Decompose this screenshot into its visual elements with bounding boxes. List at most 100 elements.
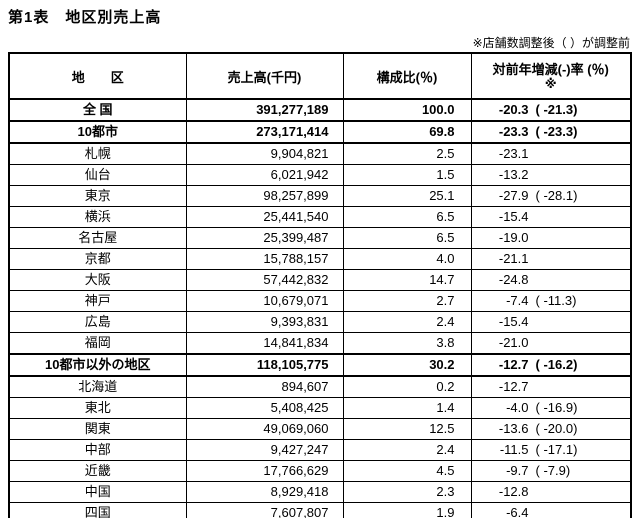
change-value: -12.7	[498, 357, 529, 372]
change-value: -13.2	[498, 167, 529, 182]
col-header-region: 地 区	[8, 52, 187, 100]
change-cell: -13.6 ( -20.0)	[470, 418, 632, 440]
table-row: 東京 98,257,899 25.1 -27.9 ( -28.1)	[8, 185, 632, 207]
share-cell: 4.5	[342, 460, 472, 482]
change-value: -12.7	[498, 379, 529, 394]
change-cell: -24.8	[470, 269, 632, 291]
region-cell: 仙台	[8, 164, 187, 186]
sales-cell: 273,171,414	[185, 120, 344, 144]
change-paren-value: ( -11.3)	[535, 293, 577, 308]
region-cell: 神戸	[8, 290, 187, 312]
col-header-change-label: 対前年増減(-)率 (％)	[492, 61, 609, 77]
table-row: 関東 49,069,060 12.5 -13.6 ( -20.0)	[8, 418, 632, 440]
table-row: 全 国 391,277,189 100.0 -20.3 ( -21.3)	[8, 98, 632, 122]
region-cell: 広島	[8, 311, 187, 333]
region-cell: 関東	[8, 418, 187, 440]
col-header-change-footnote-mark: ※	[544, 76, 557, 91]
sales-cell: 6,021,942	[185, 164, 344, 186]
region-cell: 福岡	[8, 332, 187, 355]
share-cell: 2.4	[342, 311, 472, 333]
region-cell: 北海道	[8, 375, 187, 398]
sales-cell: 25,441,540	[185, 206, 344, 228]
change-cell: -21.1	[470, 248, 632, 270]
share-cell: 6.5	[342, 206, 472, 228]
change-value: -15.4	[498, 314, 529, 329]
table-row: 神戸 10,679,071 2.7 -7.4 ( -11.3)	[8, 290, 632, 312]
change-value: -4.0	[506, 400, 529, 415]
change-cell: -20.3 ( -21.3)	[470, 98, 632, 122]
share-cell: 1.9	[342, 502, 472, 518]
sales-cell: 15,788,157	[185, 248, 344, 270]
sales-cell: 98,257,899	[185, 185, 344, 207]
col-header-sales: 売上高(千円)	[185, 52, 344, 100]
change-paren-value: ( -7.9)	[535, 463, 571, 478]
table-row: 10都市以外の地区 118,105,775 30.2 -12.7 ( -16.2)	[8, 353, 632, 377]
change-value: -20.3	[498, 102, 529, 117]
share-cell: 6.5	[342, 227, 472, 249]
change-value: -19.0	[498, 230, 529, 245]
table-row: 近畿 17,766,629 4.5 -9.7 ( -7.9)	[8, 460, 632, 482]
sales-by-region-table: 地 区 売上高(千円) 構成比(％) 対前年増減(-)率 (％) ※ 全 国 3…	[8, 52, 632, 518]
change-cell: -9.7 ( -7.9)	[470, 460, 632, 482]
sales-cell: 49,069,060	[185, 418, 344, 440]
region-cell: 全 国	[8, 98, 187, 122]
table-row: 大阪 57,442,832 14.7 -24.8	[8, 269, 632, 291]
adjustment-note: ※店舗数調整後（ ）が調整前	[472, 36, 630, 50]
table-row: 仙台 6,021,942 1.5 -13.2	[8, 164, 632, 186]
share-cell: 2.5	[342, 142, 472, 165]
region-cell: 名古屋	[8, 227, 187, 249]
table-row: 広島 9,393,831 2.4 -15.4	[8, 311, 632, 333]
region-cell: 四国	[8, 502, 187, 518]
share-cell: 2.7	[342, 290, 472, 312]
table-row: 東北 5,408,425 1.4 -4.0 ( -16.9)	[8, 397, 632, 419]
change-paren-value: ( -17.1)	[535, 442, 578, 457]
change-cell: -23.1	[470, 142, 632, 165]
page-title: 第1表 地区別売上高	[8, 9, 162, 26]
sales-cell: 391,277,189	[185, 98, 344, 122]
region-cell: 中部	[8, 439, 187, 461]
sales-cell: 57,442,832	[185, 269, 344, 291]
sales-cell: 8,929,418	[185, 481, 344, 503]
region-cell: 京都	[8, 248, 187, 270]
sales-cell: 14,841,834	[185, 332, 344, 355]
change-cell: -12.8	[470, 481, 632, 503]
sales-cell: 9,427,247	[185, 439, 344, 461]
change-value: -9.7	[506, 463, 529, 478]
region-cell: 10都市以外の地区	[8, 353, 187, 377]
region-cell: 中国	[8, 481, 187, 503]
col-header-share: 構成比(％)	[342, 52, 472, 100]
share-cell: 1.4	[342, 397, 472, 419]
change-cell: -6.4	[470, 502, 632, 518]
change-cell: -12.7 ( -16.2)	[470, 353, 632, 377]
change-cell: -4.0 ( -16.9)	[470, 397, 632, 419]
share-cell: 12.5	[342, 418, 472, 440]
table-row: 北海道 894,607 0.2 -12.7	[8, 375, 632, 398]
share-cell: 0.2	[342, 375, 472, 398]
header-row: 地 区 売上高(千円) 構成比(％) 対前年増減(-)率 (％) ※	[8, 52, 632, 100]
table-row: 中部 9,427,247 2.4 -11.5 ( -17.1)	[8, 439, 632, 461]
table-body: 全 国 391,277,189 100.0 -20.3 ( -21.3) 10都市…	[8, 98, 632, 518]
change-cell: -23.3 ( -23.3)	[470, 120, 632, 144]
share-cell: 3.8	[342, 332, 472, 355]
change-cell: -19.0	[470, 227, 632, 249]
change-value: -7.4	[506, 293, 529, 308]
table-row: 京都 15,788,157 4.0 -21.1	[8, 248, 632, 270]
region-cell: 横浜	[8, 206, 187, 228]
sales-cell: 5,408,425	[185, 397, 344, 419]
sales-cell: 17,766,629	[185, 460, 344, 482]
change-paren-value: ( -23.3)	[535, 124, 578, 139]
change-cell: -15.4	[470, 206, 632, 228]
sales-cell: 10,679,071	[185, 290, 344, 312]
share-cell: 2.4	[342, 439, 472, 461]
change-paren-value: ( -16.9)	[535, 400, 578, 415]
table-row: 四国 7,607,807 1.9 -6.4	[8, 502, 632, 518]
change-value: -23.3	[498, 124, 529, 139]
change-cell: -15.4	[470, 311, 632, 333]
change-value: -21.0	[498, 335, 529, 350]
change-value: -24.8	[498, 272, 529, 287]
sales-cell: 9,904,821	[185, 142, 344, 165]
share-cell: 4.0	[342, 248, 472, 270]
sales-cell: 894,607	[185, 375, 344, 398]
table-row: 中国 8,929,418 2.3 -12.8	[8, 481, 632, 503]
